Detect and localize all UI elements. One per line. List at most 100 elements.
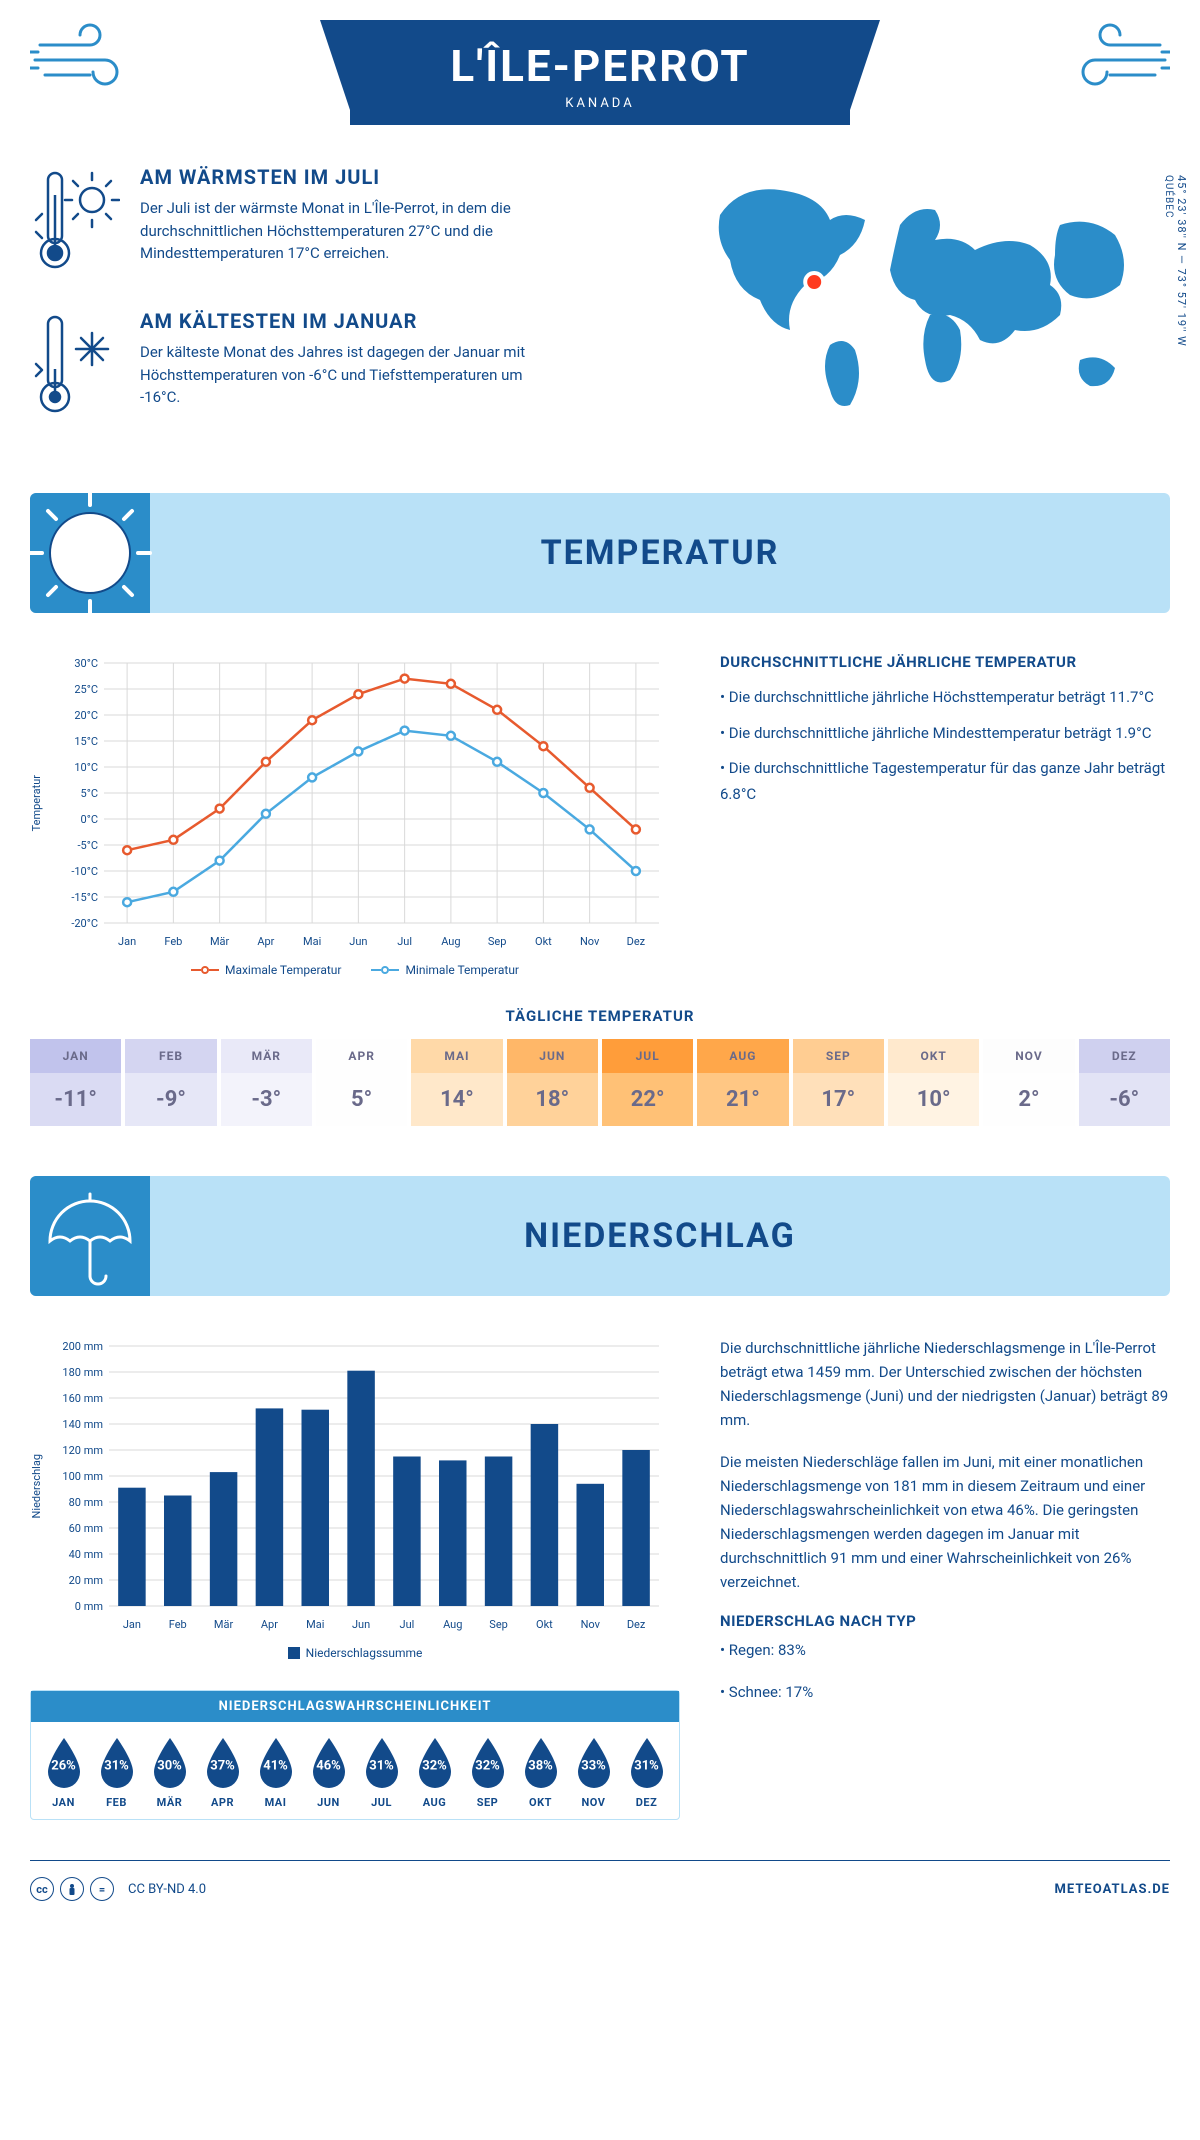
- precip-type-item: • Regen: 83%: [720, 1638, 1170, 1662]
- warmest-text: Der Juli ist der wärmste Monat in L'Île-…: [140, 197, 560, 265]
- svg-text:140 mm: 140 mm: [62, 1418, 103, 1431]
- wind-icon: [1050, 20, 1170, 104]
- svg-text:30°C: 30°C: [74, 657, 98, 670]
- svg-text:60 mm: 60 mm: [69, 1522, 103, 1535]
- temp-y-axis-label: Temperatur: [30, 775, 43, 831]
- header: L'ÎLE-PERROT KANADA: [30, 0, 1170, 125]
- temperature-title: TEMPERATUR: [150, 533, 1170, 573]
- legend-item: Maximale Temperatur: [191, 963, 341, 977]
- svg-text:Okt: Okt: [536, 1618, 553, 1631]
- precip-prob-cell: 31%JUL: [357, 1736, 406, 1809]
- daily-temp-cell: SEP17°: [793, 1039, 884, 1126]
- svg-text:Nov: Nov: [580, 935, 600, 948]
- temperature-banner: TEMPERATUR: [30, 493, 1170, 613]
- precip-by-type-title: NIEDERSCHLAG NACH TYP: [720, 1612, 1170, 1630]
- license: cc = CC BY-ND 4.0: [30, 1877, 206, 1901]
- intro-section: AM WÄRMSTEN IM JULI Der Juli ist der wär…: [30, 165, 1170, 453]
- daily-temp-cell: JAN-11°: [30, 1039, 121, 1126]
- svg-text:-20°C: -20°C: [71, 917, 98, 930]
- daily-temp-title: TÄGLICHE TEMPERATUR: [30, 1007, 1170, 1025]
- svg-text:5°C: 5°C: [81, 787, 98, 800]
- page-title: L'ÎLE-PERROT: [450, 40, 749, 92]
- svg-text:Jul: Jul: [400, 1618, 415, 1631]
- daily-temp-cell: FEB-9°: [125, 1039, 216, 1126]
- legend-item: Minimale Temperatur: [371, 963, 519, 977]
- precip-prob-cell: 31%DEZ: [622, 1736, 671, 1809]
- thermometer-snow-icon: [30, 309, 120, 423]
- svg-text:Apr: Apr: [257, 935, 274, 948]
- precip-prob-cell: 30%MÄR: [145, 1736, 194, 1809]
- svg-text:0°C: 0°C: [81, 813, 98, 826]
- svg-text:Jan: Jan: [123, 1618, 141, 1631]
- location-marker-icon: [805, 273, 823, 291]
- precip-prob-cell: 46%JUN: [304, 1736, 353, 1809]
- precip-prob-title: NIEDERSCHLAGSWAHRSCHEINLICHKEIT: [31, 1691, 679, 1722]
- daily-temp-cell: DEZ-6°: [1079, 1039, 1170, 1126]
- cc-icon: cc: [30, 1877, 54, 1901]
- coords-label: 45° 23' 38'' N — 73° 57' 19'' W: [1175, 175, 1188, 347]
- precip-text-2: Die meisten Niederschläge fallen im Juni…: [720, 1450, 1170, 1594]
- svg-text:40 mm: 40 mm: [69, 1548, 103, 1561]
- svg-text:-10°C: -10°C: [71, 865, 98, 878]
- svg-text:Apr: Apr: [261, 1618, 278, 1631]
- coldest-fact: AM KÄLTESTEN IM JANUAR Der kälteste Mona…: [30, 309, 650, 423]
- precip-prob-cell: 38%OKT: [516, 1736, 565, 1809]
- world-map: QUÉBEC 45° 23' 38'' N — 73° 57' 19'' W: [690, 165, 1170, 453]
- precipitation-summary: Die durchschnittliche jährliche Niedersc…: [720, 1336, 1170, 1820]
- country-label: KANADA: [450, 96, 749, 111]
- coldest-title: AM KÄLTESTEN IM JANUAR: [140, 309, 560, 333]
- svg-text:Jun: Jun: [349, 935, 367, 948]
- precip-probability-box: NIEDERSCHLAGSWAHRSCHEINLICHKEIT 26%JAN 31…: [30, 1690, 680, 1820]
- svg-text:-15°C: -15°C: [71, 891, 98, 904]
- svg-text:Aug: Aug: [441, 935, 460, 948]
- svg-text:20 mm: 20 mm: [69, 1574, 103, 1587]
- footer: cc = CC BY-ND 4.0 METEOATLAS.DE: [30, 1860, 1170, 1917]
- svg-text:Okt: Okt: [535, 935, 552, 948]
- precipitation-legend: Niederschlagssumme: [30, 1646, 680, 1660]
- precip-legend-label: Niederschlagssumme: [306, 1646, 423, 1660]
- precip-prob-cell: 32%SEP: [463, 1736, 512, 1809]
- precip-text-1: Die durchschnittliche jährliche Niedersc…: [720, 1336, 1170, 1432]
- daily-temp-cell: JUN18°: [507, 1039, 598, 1126]
- svg-text:0 mm: 0 mm: [75, 1600, 103, 1613]
- daily-temp-cell: JUL22°: [602, 1039, 693, 1126]
- svg-text:120 mm: 120 mm: [62, 1444, 103, 1457]
- svg-text:Dez: Dez: [627, 935, 646, 948]
- site-label: METEOATLAS.DE: [1055, 1882, 1170, 1897]
- temp-summary-title: DURCHSCHNITTLICHE JÄHRLICHE TEMPERATUR: [720, 653, 1170, 671]
- svg-text:Nov: Nov: [581, 1618, 601, 1631]
- svg-text:Mai: Mai: [303, 935, 321, 948]
- svg-text:15°C: 15°C: [74, 735, 98, 748]
- precip-prob-cell: 26%JAN: [39, 1736, 88, 1809]
- svg-text:Sep: Sep: [488, 935, 507, 948]
- svg-text:Jun: Jun: [352, 1618, 370, 1631]
- svg-text:10°C: 10°C: [74, 761, 98, 774]
- precip-prob-cell: 33%NOV: [569, 1736, 618, 1809]
- precip-y-axis-label: Niederschlag: [30, 1454, 43, 1518]
- temperature-summary: DURCHSCHNITTLICHE JÄHRLICHE TEMPERATUR •…: [720, 653, 1170, 977]
- coldest-text: Der kälteste Monat des Jahres ist dagege…: [140, 341, 560, 409]
- precip-prob-cell: 41%MAI: [251, 1736, 300, 1809]
- precipitation-title: NIEDERSCHLAG: [150, 1216, 1170, 1256]
- by-icon: [60, 1877, 84, 1901]
- temp-summary-bullet: • Die durchschnittliche jährliche Mindes…: [720, 721, 1170, 747]
- svg-text:100 mm: 100 mm: [62, 1470, 103, 1483]
- warmest-fact: AM WÄRMSTEN IM JULI Der Juli ist der wär…: [30, 165, 650, 279]
- temp-summary-bullet: • Die durchschnittliche jährliche Höchst…: [720, 685, 1170, 711]
- svg-text:Feb: Feb: [164, 935, 182, 948]
- svg-text:25°C: 25°C: [74, 683, 98, 696]
- svg-text:20°C: 20°C: [74, 709, 98, 722]
- svg-text:Sep: Sep: [489, 1618, 508, 1631]
- daily-temp-cell: MAI14°: [411, 1039, 502, 1126]
- precipitation-chart: Niederschlag 0 mm20 mm40 mm60 mm80 mm100…: [30, 1336, 680, 1660]
- thermometer-sun-icon: [30, 165, 120, 279]
- svg-text:Mär: Mär: [214, 1618, 234, 1631]
- daily-temp-cell: NOV2°: [983, 1039, 1074, 1126]
- svg-text:Mär: Mär: [210, 935, 230, 948]
- daily-temp-cell: AUG21°: [697, 1039, 788, 1126]
- nd-icon: =: [90, 1877, 114, 1901]
- svg-text:180 mm: 180 mm: [62, 1366, 103, 1379]
- region-label: QUÉBEC: [1163, 175, 1174, 218]
- temperature-legend: Maximale Temperatur Minimale Temperatur: [30, 963, 680, 977]
- daily-temp-table: JAN-11°FEB-9°MÄR-3°APR5°MAI14°JUN18°JUL2…: [30, 1039, 1170, 1126]
